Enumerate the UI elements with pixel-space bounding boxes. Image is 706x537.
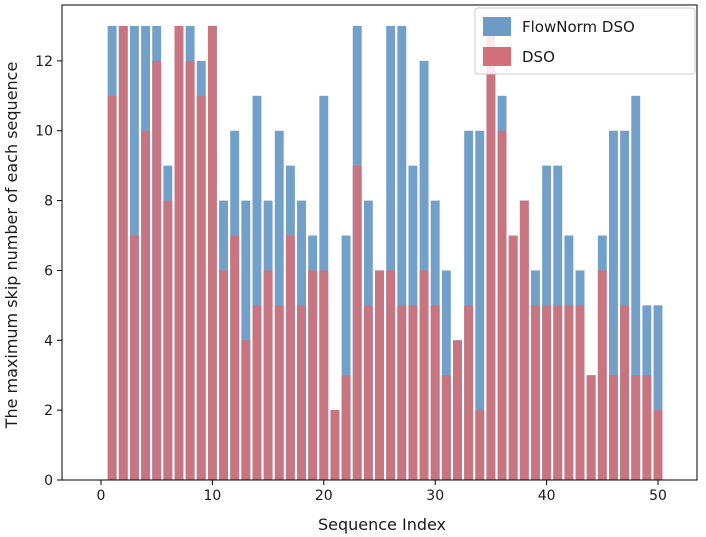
y-tick-label-8: 8 — [44, 194, 53, 210]
bar-dso-45 — [597, 270, 607, 480]
bar-flownorm-dso-26 — [386, 25, 396, 481]
bar-dso-12 — [230, 235, 240, 480]
bar-dso-41 — [553, 305, 563, 480]
bar-dso-20 — [319, 270, 329, 480]
bar-dso-38 — [519, 200, 529, 480]
bar-dso-32 — [453, 340, 462, 480]
bar-dso-7 — [174, 25, 184, 481]
bar-dso-29 — [419, 270, 429, 480]
bars-layer — [107, 25, 663, 481]
bar-dso-11 — [219, 270, 228, 480]
legend-label-flownorm-dso: FlowNorm DSO — [522, 18, 635, 36]
y-tick-label-6: 6 — [44, 263, 53, 279]
bar-dso-28 — [408, 305, 418, 480]
bar-dso-35 — [486, 25, 496, 481]
x-tick-label-20: 20 — [315, 488, 333, 504]
bar-dso-16 — [274, 305, 284, 480]
bar-dso-37 — [508, 235, 518, 480]
bar-dso-5 — [152, 60, 162, 480]
bar-dso-15 — [263, 270, 273, 480]
bar-dso-23 — [352, 165, 362, 481]
bar-dso-18 — [297, 305, 306, 480]
bar-dso-31 — [441, 375, 451, 480]
bar-flownorm-dso-50 — [653, 305, 663, 480]
y-tick-label-10: 10 — [35, 124, 53, 140]
bar-dso-36 — [497, 130, 507, 480]
bar-dso-48 — [631, 375, 641, 480]
legend-frame — [474, 7, 696, 75]
bar-dso-26 — [386, 270, 396, 480]
x-tick-label-50: 50 — [649, 488, 667, 504]
bar-dso-9 — [196, 95, 206, 480]
y-tick-label-0: 0 — [44, 473, 53, 489]
axes-layer — [61, 4, 698, 481]
bar-dso-33 — [464, 305, 474, 480]
bar-dso-50 — [653, 410, 663, 480]
bar-dso-17 — [285, 235, 295, 480]
bar-dso-44 — [586, 375, 596, 480]
bar-dso-8 — [185, 60, 195, 480]
bar-flownorm-dso-27 — [397, 25, 407, 481]
y-tick-label-4: 4 — [44, 333, 53, 349]
bar-dso-24 — [363, 305, 373, 480]
x-tick-label-0: 0 — [97, 488, 106, 504]
bar-flownorm-dso-14 — [252, 95, 262, 480]
bar-dso-39 — [531, 305, 540, 480]
bar-dso-21 — [330, 410, 340, 480]
bar-dso-3 — [129, 235, 139, 480]
bar-dso-6 — [163, 200, 173, 480]
bar-dso-49 — [642, 375, 652, 480]
y-tick-label-12: 12 — [35, 54, 53, 70]
x-axis-label: Sequence Index — [318, 515, 446, 534]
bar-dso-1 — [107, 95, 117, 480]
y-tick-label-2: 2 — [44, 403, 53, 419]
bar-dso-2 — [118, 25, 128, 481]
bar-dso-42 — [564, 305, 574, 480]
legend-swatch-dso — [483, 47, 511, 66]
bar-dso-40 — [542, 305, 552, 480]
bar-dso-34 — [475, 410, 485, 480]
ticks-layer: 0 10 20 30 40 50 0 2 4 6 8 10 12 — [35, 54, 667, 504]
bar-dso-22 — [341, 375, 351, 480]
legend-swatch-flownorm-dso — [483, 17, 511, 36]
plot-frame — [61, 4, 698, 481]
bar-dso-13 — [241, 340, 251, 480]
bar-dso-10 — [207, 25, 217, 481]
bar-dso-27 — [397, 305, 407, 480]
x-tick-label-10: 10 — [203, 488, 221, 504]
bar-dso-25 — [375, 270, 384, 480]
x-tick-label-30: 30 — [426, 488, 444, 504]
bar-flownorm-dso-48 — [631, 95, 641, 480]
bar-flownorm-dso-34 — [475, 130, 485, 480]
bar-dso-14 — [252, 305, 262, 480]
bar-dso-46 — [608, 375, 618, 480]
bar-dso-43 — [575, 305, 585, 480]
y-axis-label: The maximum skip number of each sequence — [2, 62, 21, 430]
bar-dso-19 — [308, 270, 318, 480]
bar-flownorm-dso-46 — [608, 130, 618, 480]
bar-dso-4 — [141, 130, 151, 480]
bar-flownorm-dso-22 — [341, 235, 351, 480]
bar-dso-30 — [430, 305, 440, 480]
bar-dso-47 — [620, 305, 630, 480]
legend: FlowNorm DSO DSO — [474, 7, 696, 75]
x-tick-label-40: 40 — [538, 488, 556, 504]
legend-label-dso: DSO — [522, 48, 555, 66]
